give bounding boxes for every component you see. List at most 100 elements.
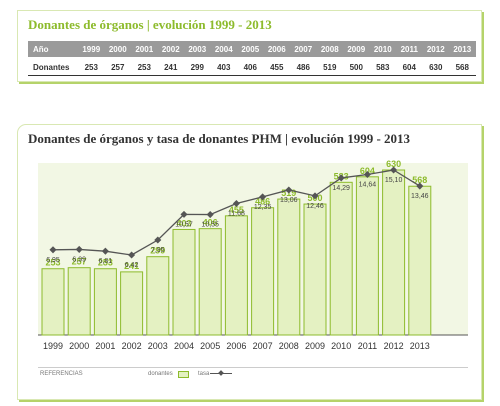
rate-value-label: 12,46 [306,203,324,210]
x-tick-label: 2008 [279,341,299,351]
rate-point [75,245,83,253]
donors-value-cell: 253 [78,59,105,76]
legend-marker-swatch [218,370,224,376]
year-header-cell: 2003 [184,41,211,57]
bar-value-label: 568 [412,175,427,185]
bar [67,267,91,336]
year-header-cell: 2006 [263,41,290,57]
rate-point [49,246,57,254]
x-tick-label: 2002 [122,341,142,351]
rate-value-label: 6,42 [125,262,139,269]
year-header-cell: 2001 [131,41,158,57]
bar-value-label: 253 [45,258,60,268]
year-header-cell: 2005 [237,41,264,57]
x-tick-label: 2006 [226,341,246,351]
rate-value-label: 14,29 [332,185,350,192]
rate-point [180,210,188,218]
rate-point [101,247,109,255]
bar [146,256,170,336]
bar [198,228,222,336]
rate-point [337,174,345,182]
donors-rate-chart: 253 1999 257 2000 253 2001 241 2002 299 2003 403 20… [38,159,468,351]
legend-bar-swatch [178,371,189,378]
bar [224,215,248,336]
bar [303,203,327,336]
bar [382,169,406,336]
x-tick-label: 2013 [410,341,430,351]
rate-point [311,192,319,200]
bar-value-label: 486 [255,197,270,207]
rate-value-label: 12,35 [254,204,272,211]
year-header-cell: 2009 [343,41,370,57]
donors-value-cell: 630 [422,59,449,76]
bar-value-label: 403 [176,218,191,228]
rate-point [363,170,371,179]
donors-value-cell: 568 [449,59,476,76]
donors-value-cell: 583 [369,59,396,76]
bar [408,185,432,336]
x-tick-label: 2009 [305,341,325,351]
x-tick-label: 2003 [148,341,168,351]
year-header-cell: 2004 [210,41,237,57]
rate-value-label: 6,99 [72,256,86,263]
bar-value-label: 630 [386,159,401,169]
rate-point [285,186,293,194]
table-title: Donantes de órganos | evolución 1999 - 2… [28,17,272,32]
x-tick-label: 1999 [43,341,63,351]
x-tick-label: 2007 [253,341,273,351]
year-header-cell: 2013 [449,41,476,57]
table-row: Donantes 253 257 253 241 299 403 406 455 486 519 5… [28,59,476,76]
rate-point [416,182,424,190]
donors-value-cell: 519 [316,59,343,76]
rate-value-label: 14,64 [359,182,377,189]
bar-value-label: 299 [150,246,165,256]
year-header-cell: 2011 [396,41,423,57]
rate-point [206,211,214,219]
chart-legend: REFERENCIAS donantes tasa [38,367,468,382]
rate-point [390,166,398,174]
bar [120,271,144,336]
legend-rate-label: tasa [198,371,210,377]
bar [329,181,353,336]
donors-value-cell: 299 [184,59,211,76]
donors-table-panel: Donantes de órganos | evolución 1999 - 2… [17,10,482,82]
bar-value-label: 253 [98,258,113,268]
donors-value-cell: 486 [290,59,317,76]
year-header-cell: 2012 [422,41,449,57]
rate-value-label: 6,95 [46,257,60,264]
donors-value-cell: 257 [104,59,131,76]
donors-value-cell: 455 [263,59,290,76]
x-tick-label: 2005 [200,341,220,351]
bar [355,176,379,336]
x-tick-label: 2012 [384,341,404,351]
table-header-row: Año 1999 2000 2001 2002 2003 2004 2005 2006 2007… [28,41,476,57]
donors-table: Año 1999 2000 2001 2002 2003 2004 2005 2006 2007… [28,41,476,76]
bar [41,268,65,336]
rate-value-label: 15,10 [385,177,403,184]
legend-donors-label: donantes [148,371,173,377]
rate-value-label: 10,55 [201,222,219,229]
year-header-cell: 2007 [290,41,317,57]
rate-value-label: 11,68 [228,210,245,217]
x-tick-label: 2001 [95,341,115,351]
x-tick-label: 2011 [358,341,377,351]
year-header-cell: 1999 [78,41,105,57]
bar [93,268,117,336]
rate-value-label: 13,06 [280,197,298,204]
bar [251,207,275,336]
year-header-cell: 2002 [157,41,184,57]
x-tick-label: 2004 [174,341,194,351]
rate-point [128,251,136,259]
rate-value-label: 10,57 [175,221,193,228]
year-header: Año [28,41,78,57]
bar-value-label: 257 [72,257,87,267]
rate-point [259,193,267,201]
bar-value-label: 406 [203,218,218,228]
legend-heading: REFERENCIAS [40,371,83,377]
chart-title: Donantes de órganos y tasa de donantes P… [28,131,411,146]
rate-value-label: 6,81 [99,258,113,265]
rate-point [154,236,162,244]
donors-chart-panel: Donantes de órganos y tasa de donantes P… [17,124,482,400]
bar [277,198,301,336]
donors-value-cell: 241 [157,59,184,76]
